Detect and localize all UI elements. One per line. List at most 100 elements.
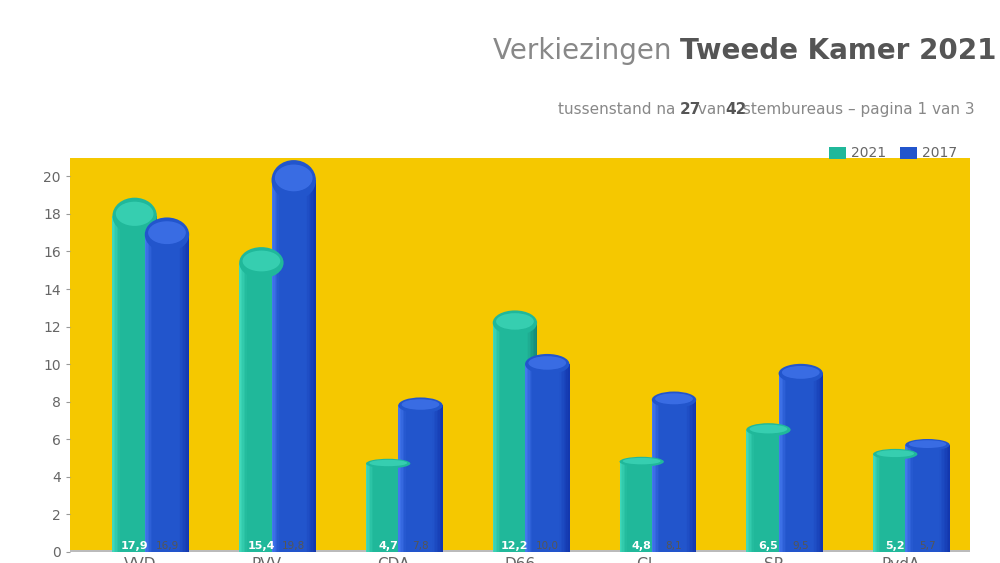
Bar — [779, 373, 780, 552]
Bar — [398, 405, 400, 552]
Bar — [304, 180, 306, 552]
Bar — [257, 263, 259, 552]
Bar — [291, 180, 292, 552]
Bar — [690, 400, 692, 552]
Bar — [253, 263, 254, 552]
Bar — [406, 405, 407, 552]
Bar — [547, 364, 549, 552]
Bar — [412, 405, 413, 552]
Bar — [888, 454, 889, 552]
Bar — [546, 364, 547, 552]
Text: 12,2: 12,2 — [501, 541, 529, 551]
Bar — [407, 405, 409, 552]
Bar — [276, 263, 278, 552]
Bar — [289, 180, 291, 552]
Bar — [659, 400, 661, 552]
Bar — [947, 445, 948, 552]
Bar — [285, 180, 286, 552]
Bar — [805, 373, 807, 552]
Bar — [773, 430, 774, 552]
Bar — [493, 323, 494, 552]
Bar — [930, 445, 932, 552]
Bar — [658, 400, 659, 552]
Bar — [654, 462, 655, 552]
Bar — [370, 463, 372, 552]
Bar — [765, 430, 767, 552]
Bar — [761, 430, 763, 552]
Bar — [413, 405, 415, 552]
Bar — [817, 373, 819, 552]
Bar — [264, 263, 266, 552]
Bar — [521, 323, 522, 552]
Text: tussenstand na: tussenstand na — [558, 102, 680, 117]
Text: 15,4: 15,4 — [248, 541, 275, 551]
Text: 7,8: 7,8 — [412, 541, 429, 551]
Bar — [793, 373, 795, 552]
Bar — [628, 462, 630, 552]
Bar — [656, 400, 658, 552]
Bar — [279, 180, 281, 552]
Bar — [782, 430, 783, 552]
Bar — [282, 180, 284, 552]
Bar — [901, 454, 903, 552]
Bar — [273, 180, 275, 552]
Text: 42: 42 — [726, 102, 747, 117]
Bar — [789, 430, 791, 552]
Bar — [782, 373, 783, 552]
Bar — [821, 373, 823, 552]
Bar — [301, 180, 303, 552]
Bar — [403, 463, 405, 552]
Ellipse shape — [272, 160, 316, 200]
Bar — [531, 323, 533, 552]
Bar — [537, 364, 539, 552]
Text: van: van — [693, 102, 731, 117]
Bar — [245, 263, 247, 552]
Bar — [530, 364, 531, 552]
Bar — [639, 462, 640, 552]
Bar — [785, 430, 786, 552]
Bar — [680, 400, 682, 552]
Bar — [164, 235, 166, 552]
Bar — [518, 323, 519, 552]
Bar — [502, 323, 503, 552]
Bar — [780, 430, 782, 552]
Ellipse shape — [366, 459, 410, 468]
Bar — [816, 373, 817, 552]
Bar — [432, 405, 434, 552]
Bar — [275, 180, 276, 552]
Bar — [873, 454, 875, 552]
Ellipse shape — [655, 394, 693, 404]
Bar — [643, 462, 645, 552]
Bar — [692, 400, 693, 552]
Bar — [754, 430, 755, 552]
Text: 16,9: 16,9 — [155, 541, 179, 551]
Bar — [566, 364, 568, 552]
Bar — [814, 373, 816, 552]
Bar — [783, 373, 785, 552]
Bar — [908, 445, 910, 552]
Bar — [506, 323, 508, 552]
Bar — [653, 400, 655, 552]
Bar — [263, 263, 264, 552]
Bar — [403, 405, 404, 552]
Bar — [379, 463, 381, 552]
Text: 6,5: 6,5 — [759, 541, 778, 551]
Bar — [126, 216, 127, 552]
Bar — [272, 263, 273, 552]
Bar — [553, 364, 555, 552]
Bar — [409, 405, 410, 552]
Bar — [280, 180, 282, 552]
Bar — [549, 364, 550, 552]
Bar — [810, 373, 811, 552]
Bar — [154, 216, 155, 552]
Bar — [505, 323, 506, 552]
Ellipse shape — [528, 356, 566, 370]
Bar — [254, 263, 256, 552]
Bar — [764, 430, 766, 552]
Bar — [564, 364, 565, 552]
Text: tussenstand na 27 van 42 stembureaus – pagina 1 van 3: tussenstand na 27 van 42 stembureaus – p… — [462, 102, 898, 117]
Bar — [640, 462, 642, 552]
Bar — [677, 400, 679, 552]
Bar — [655, 400, 656, 552]
Bar — [917, 445, 919, 552]
